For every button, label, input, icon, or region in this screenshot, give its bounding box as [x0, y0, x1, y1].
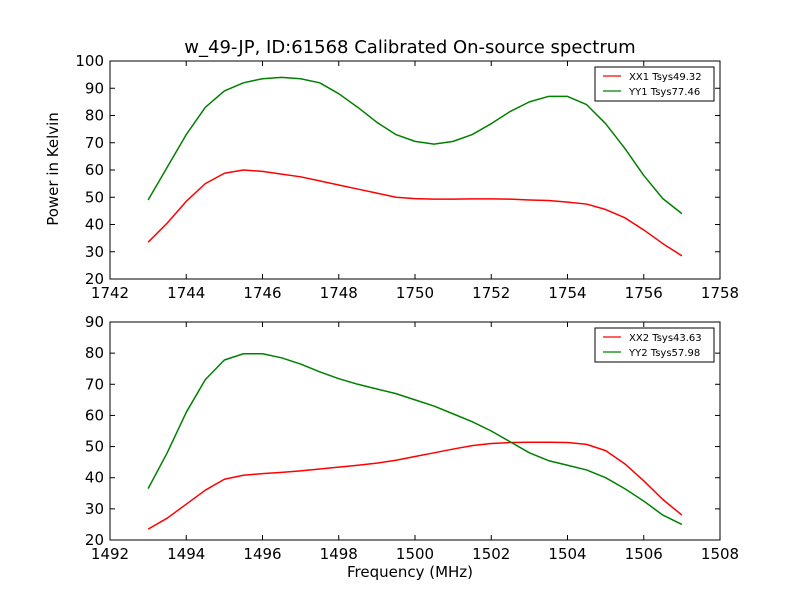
y-tick-label-2-5: 70 — [85, 375, 104, 393]
x-tick-label-1-1: 1744 — [167, 284, 205, 302]
legend-label-2-1: XX2 Tsys43.63 — [629, 333, 702, 344]
x-tick-label-1-0: 1742 — [91, 284, 129, 302]
legend-label-2-2: YY2 Tsys57.98 — [628, 348, 700, 359]
x-tick-label-2-1: 1494 — [167, 545, 205, 563]
y-axis-label: Power in Kelvin — [44, 112, 62, 226]
subplots: 1742 1744 1746 1748 1750 1752 1754 1756 1758 20 30… — [75, 52, 739, 563]
y-tick-label-1-6: 80 — [85, 107, 104, 125]
y-tick-label-1-7: 90 — [85, 79, 104, 97]
y-tick-label-1-2: 40 — [85, 216, 104, 234]
y-tick-label-2-3: 50 — [85, 438, 104, 456]
chart-title: w_49-JP, ID:61568 Calibrated On-source s… — [184, 37, 635, 58]
series-line-1-1 — [147, 169, 683, 257]
y-tick-label-2-0: 20 — [85, 531, 104, 549]
x-tick-label-2-5: 1502 — [472, 545, 510, 563]
y-tick-label-1-8: 100 — [75, 52, 104, 70]
y-tick-label-2-7: 90 — [85, 313, 104, 331]
x-tick-label-2-6: 1504 — [548, 545, 586, 563]
y-tick-label-1-5: 70 — [85, 134, 104, 152]
subplot-1: 1742 1744 1746 1748 1750 1752 1754 1756 1758 20 30… — [75, 52, 739, 302]
x-tick-label-2-7: 1506 — [625, 545, 663, 563]
x-tick-label-2-4: 1500 — [396, 545, 434, 563]
legend-box-2 — [594, 327, 715, 363]
y-tick-label-1-3: 50 — [85, 188, 104, 206]
legend-label-1-2: YY1 Tsys77.46 — [628, 87, 700, 98]
x-tick-label-2-0: 1492 — [91, 545, 129, 563]
y-tick-label-2-4: 60 — [85, 406, 104, 424]
legend-box-1 — [594, 66, 715, 102]
x-tick-label-2-3: 1498 — [320, 545, 358, 563]
x-tick-label-1-8: 1758 — [701, 284, 739, 302]
x-tick-label-1-4: 1750 — [396, 284, 434, 302]
x-tick-label-2-8: 1508 — [701, 545, 739, 563]
x-tick-label-1-7: 1756 — [625, 284, 663, 302]
y-tick-label-2-2: 40 — [85, 469, 104, 487]
series-line-1-2 — [147, 76, 683, 215]
legend-2: XX2 Tsys43.63 YY2 Tsys57.98 — [594, 327, 715, 363]
series-line-2-1 — [147, 441, 683, 530]
legend-1: XX1 Tsys49.32 YY1 Tsys77.46 — [594, 66, 715, 102]
y-tick-label-1-1: 30 — [85, 243, 104, 261]
series-line-2-2 — [147, 353, 683, 526]
x-tick-label-1-2: 1746 — [243, 284, 281, 302]
y-tick-label-1-0: 20 — [85, 270, 104, 288]
x-tick-label-1-5: 1752 — [472, 284, 510, 302]
y-tick-label-1-4: 60 — [85, 161, 104, 179]
x-tick-label-1-3: 1748 — [320, 284, 358, 302]
y-tick-label-2-1: 30 — [85, 500, 104, 518]
y-tick-label-2-6: 80 — [85, 344, 104, 362]
subplot-2: 1492 1494 1496 1498 1500 1502 1504 1506 1508 20 30… — [85, 313, 739, 563]
x-axis-label: Frequency (MHz) — [347, 563, 473, 581]
x-tick-label-2-2: 1496 — [243, 545, 281, 563]
x-tick-label-1-6: 1754 — [548, 284, 586, 302]
legend-label-1-1: XX1 Tsys49.32 — [629, 72, 702, 83]
